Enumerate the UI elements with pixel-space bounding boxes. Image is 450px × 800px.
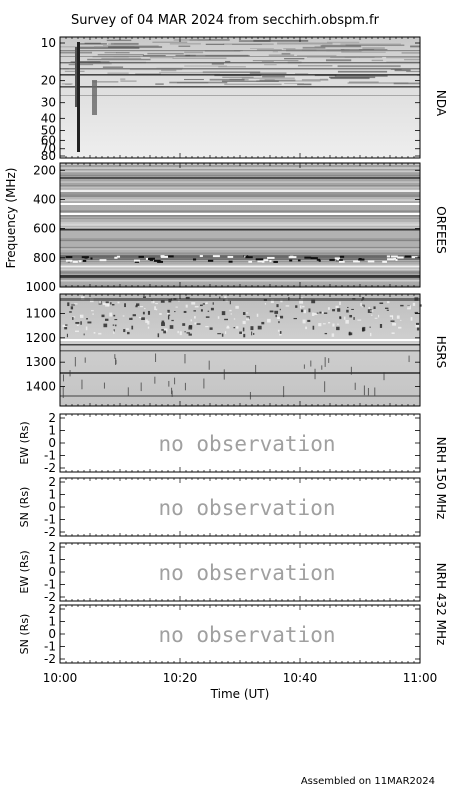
time-tick-label: 10:40 <box>283 671 318 685</box>
nda-ytick-label: 60 <box>41 133 56 147</box>
orfees-ytick-label: 800 <box>33 251 56 265</box>
no-observation-message: no observation <box>158 561 335 585</box>
nrh-ytick-label: 0 <box>48 627 56 641</box>
time-axis: 10:00 10:20 10:40 11:00 <box>43 671 438 685</box>
nda-right-label: NDA <box>434 90 448 117</box>
nrh-ylabel: EW (Rs) <box>18 421 31 464</box>
hsrs-ytick-label: 1400 <box>25 380 56 394</box>
nrh-ytick-label: -2 <box>44 652 56 666</box>
nrh-panel: 210-1-2 EW (Rs) no observation <box>18 411 421 475</box>
no-observation-message: no observation <box>158 496 335 520</box>
orfees-ytick-label: 1000 <box>25 280 56 294</box>
orfees-spectrogram-panel: 200 400 600 800 1000 <box>25 162 421 294</box>
nrh-ytick-label: -2 <box>44 525 56 539</box>
nda-ytick-label: 40 <box>41 111 56 125</box>
nrh-ytick-label: -2 <box>44 461 56 475</box>
hsrs-ytick-label: 1100 <box>25 306 56 320</box>
hsrs-ytick-label: 1300 <box>25 355 56 369</box>
nrh-150-label: NRH 150 MHz <box>434 437 448 520</box>
nrh-ytick-label: 2 <box>48 602 56 616</box>
nrh-ytick-label: 1 <box>48 424 56 438</box>
nda-ytick-label: 10 <box>41 36 56 50</box>
frequency-axis-label: Frequency (MHz) <box>4 168 18 269</box>
nda-ytick-label: 80 <box>41 149 56 163</box>
nrh-ytick-label: 1 <box>48 615 56 629</box>
nrh-ytick-label: 1 <box>48 488 56 502</box>
nda-ytick-label: 20 <box>41 74 56 88</box>
nda-ytick-label: 50 <box>41 123 56 137</box>
nrh-ytick-label: 2 <box>48 411 56 425</box>
figure-title: Survey of 04 MAR 2024 from secchirh.obsp… <box>71 13 380 28</box>
nrh-ytick-label: 0 <box>48 565 56 579</box>
no-observation-message: no observation <box>158 623 335 647</box>
no-observation-message: no observation <box>158 432 335 456</box>
nrh-ytick-label: 0 <box>48 500 56 514</box>
hsrs-ytick-label: 1200 <box>25 331 56 345</box>
nrh-panel: 210-1-2 SN (Rs) no observation <box>18 475 421 539</box>
nda-ytick-label: 70 <box>41 142 56 156</box>
time-tick-label: 10:00 <box>43 671 78 685</box>
nrh-ytick-label: 0 <box>48 436 56 450</box>
nda-ytick-label: 30 <box>41 96 56 110</box>
nrh-ylabel: SN (Rs) <box>18 614 31 655</box>
nrh-ytick-label: 2 <box>48 540 56 554</box>
hsrs-right-label: HSRS <box>434 336 448 369</box>
nrh-ylabel: EW (Rs) <box>18 550 31 593</box>
nrh-ytick-label: -1 <box>44 513 56 527</box>
nrh-432-label: NRH 432 MHz <box>434 563 448 646</box>
nrh-panel: 210-1-2 SN (Rs) no observation <box>18 602 421 666</box>
nrh-ytick-label: -1 <box>44 578 56 592</box>
orfees-right-label: ORFEES <box>434 206 448 253</box>
nrh-ytick-label: -1 <box>44 640 56 654</box>
orfees-ytick-label: 600 <box>33 222 56 236</box>
nrh-panel: 210-1-2 EW (Rs) no observation <box>18 540 421 604</box>
assembled-footer: Assembled on 11MAR2024 <box>301 776 435 787</box>
orfees-ytick-label: 400 <box>33 192 56 206</box>
nrh-ytick-label: -2 <box>44 590 56 604</box>
nrh-ytick-label: 1 <box>48 553 56 567</box>
time-axis-label: Time (UT) <box>210 687 270 701</box>
hsrs-spectrogram-panel: 1100 1200 1300 1400 <box>25 293 422 407</box>
nrh-ytick-label: -1 <box>44 449 56 463</box>
time-tick-label: 10:20 <box>163 671 198 685</box>
orfees-ytick-label: 200 <box>33 163 56 177</box>
nrh-ylabel: SN (Rs) <box>18 487 31 528</box>
nrh-ytick-label: 2 <box>48 475 56 489</box>
time-tick-label: 11:00 <box>403 671 438 685</box>
